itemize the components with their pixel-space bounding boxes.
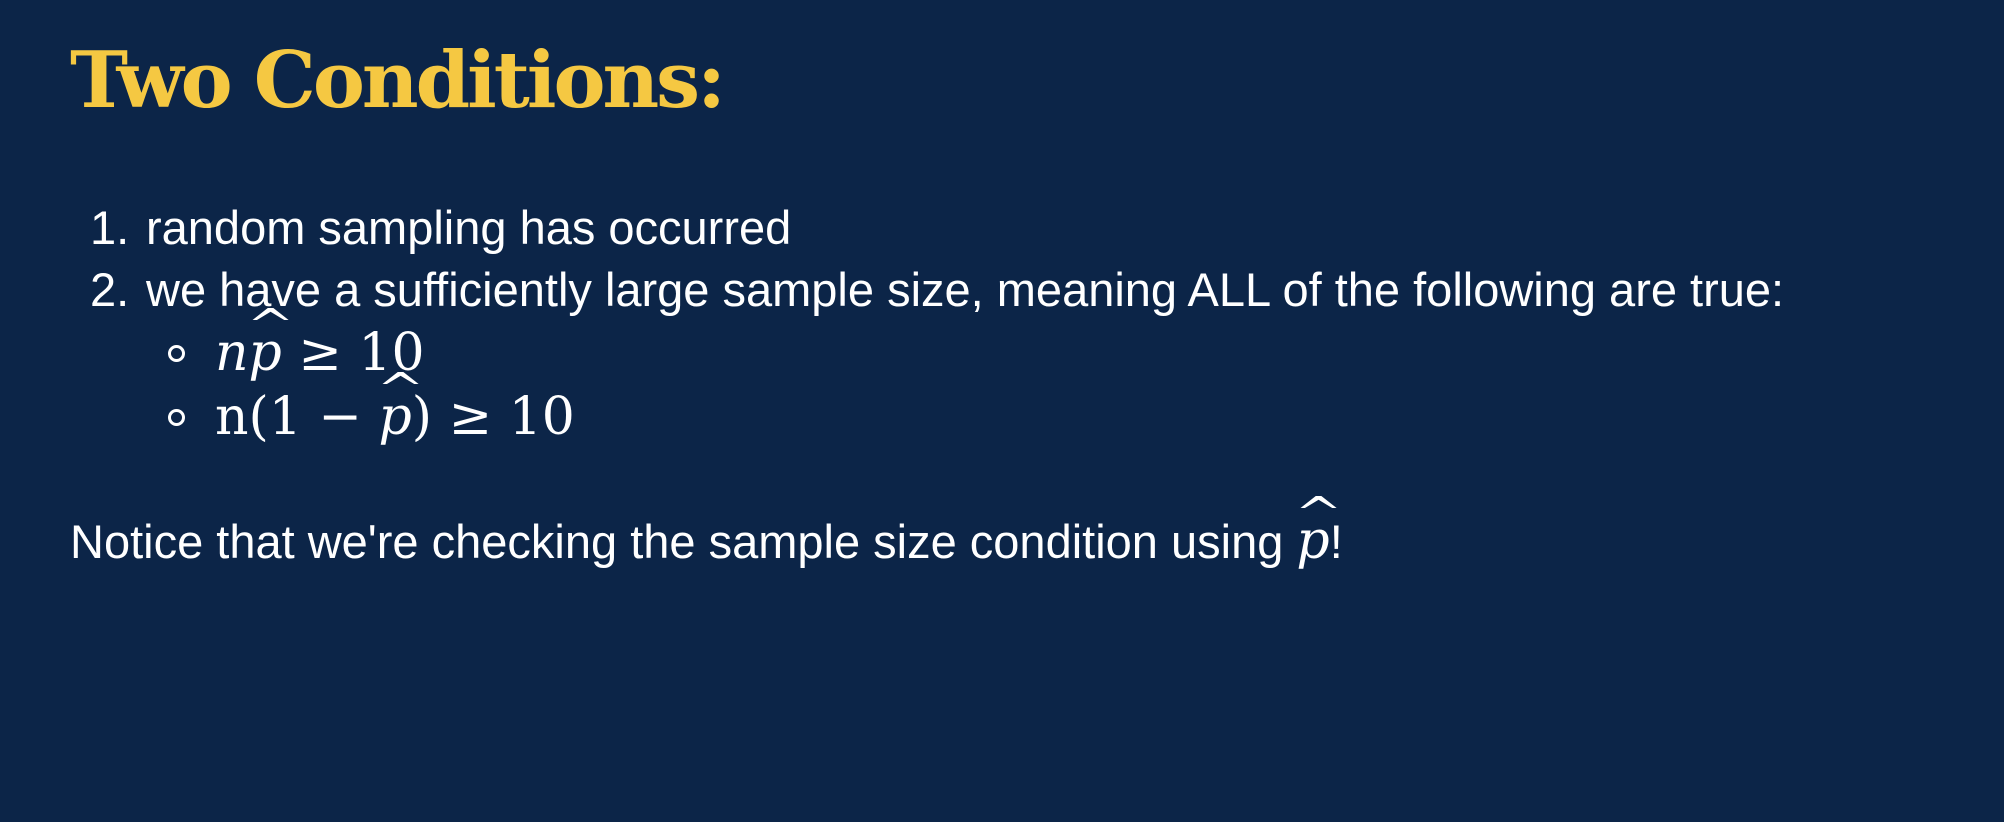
p-hat-symbol: p bbox=[249, 321, 282, 385]
sample-size-sublist: np ≥ 10 n(1 − p) ≥ 10 bbox=[90, 321, 1784, 449]
condition-item-1: 1. random sampling has occurred bbox=[90, 197, 1784, 259]
slide-title: Two Conditions: bbox=[70, 35, 726, 126]
formula-var-n: n bbox=[215, 323, 249, 383]
circle-bullet-icon bbox=[168, 409, 185, 427]
condition-number: 1. bbox=[90, 201, 130, 254]
condition-item-2: 2. we have a sufficiently large sample si… bbox=[90, 259, 1784, 449]
p-hat-symbol: p bbox=[379, 385, 412, 449]
notice-body: Notice that we're checking the sample si… bbox=[70, 515, 1297, 568]
condition-number: 2. bbox=[90, 263, 130, 316]
formula-n-one-minus-p-hat: n(1 − p) ≥ 10 bbox=[215, 387, 575, 447]
formula-lhs-start: n(1 − bbox=[215, 387, 379, 447]
circle-bullet-icon bbox=[168, 345, 185, 363]
p-hat-symbol: p bbox=[1296, 510, 1329, 572]
condition-text: we have a sufficiently large sample size… bbox=[146, 263, 1785, 316]
sub-condition-2: n(1 − p) ≥ 10 bbox=[168, 385, 1784, 449]
formula-rhs: ≥ 10 bbox=[448, 387, 575, 447]
notice-text: Notice that we're checking the sample si… bbox=[70, 510, 1343, 573]
condition-text: random sampling has occurred bbox=[146, 201, 792, 254]
conditions-list: 1. random sampling has occurred 2. we have… bbox=[90, 197, 1784, 449]
